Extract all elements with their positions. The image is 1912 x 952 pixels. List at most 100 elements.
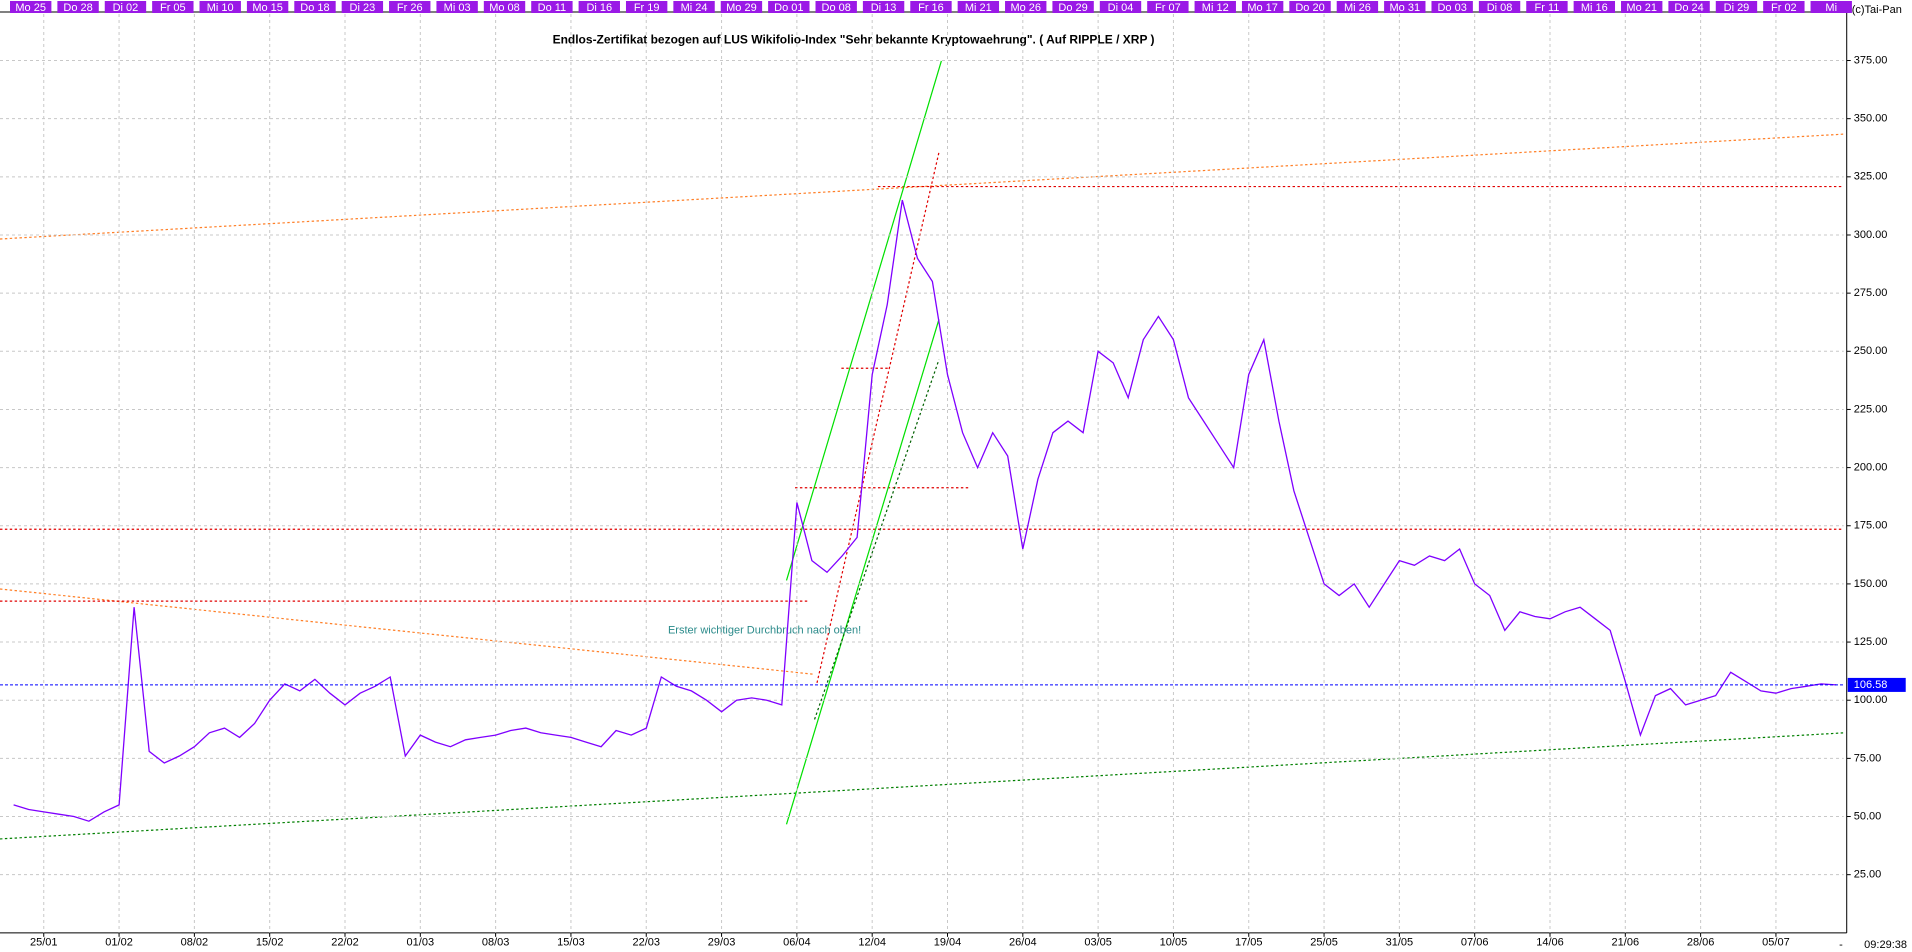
x-tick-label: 31/05 — [1386, 937, 1414, 949]
top-label-box — [1763, 1, 1805, 13]
x-tick-label: 07/06 — [1461, 937, 1489, 949]
top-label: Do 20 — [1295, 2, 1324, 14]
top-label-box — [1194, 1, 1236, 13]
y-tick-label: 150.00 — [1854, 578, 1888, 590]
y-tick-label: 225.00 — [1854, 403, 1888, 415]
top-label-box — [720, 1, 763, 13]
top-label: Fr 26 — [397, 2, 423, 14]
top-label: Do 03 — [1437, 2, 1466, 14]
top-label: Mi — [1825, 2, 1837, 14]
top-label: Mi 12 — [1202, 2, 1229, 14]
top-label-box — [1715, 1, 1758, 13]
y-tick-label: 350.00 — [1854, 113, 1888, 125]
x-tick-label: 26/04 — [1009, 937, 1037, 949]
top-label: Mo 15 — [252, 2, 283, 14]
top-label-box — [1573, 1, 1616, 13]
x-tick-label: 21/06 — [1612, 937, 1640, 949]
y-tick-label: 175.00 — [1854, 520, 1888, 532]
top-label-box — [199, 1, 241, 13]
top-label: Do 29 — [1058, 2, 1087, 14]
top-label: Do 28 — [63, 2, 92, 14]
trend-lines — [0, 60, 1844, 840]
y-tick-label: 50.00 — [1854, 810, 1882, 822]
price-line — [13, 199, 1837, 822]
top-label-box — [1810, 1, 1852, 13]
channel-line — [785, 60, 942, 581]
y-tick-label: 275.00 — [1854, 287, 1888, 299]
top-label-box — [578, 1, 620, 13]
top-label-box — [10, 1, 52, 13]
time-label: 09:29:38 — [1864, 939, 1907, 951]
top-label-box — [910, 1, 952, 13]
x-tick-label: 03/05 — [1084, 937, 1112, 949]
x-tick-label: 28/06 — [1687, 937, 1715, 949]
top-label: Di 02 — [113, 2, 139, 14]
top-label: Fr 19 — [634, 2, 660, 14]
y-tick-label: 325.00 — [1854, 171, 1888, 183]
top-label: Mi 10 — [207, 2, 234, 14]
top-label-box — [1384, 1, 1426, 13]
y-tick-label: 75.00 — [1854, 752, 1882, 764]
top-label: Mi 24 — [681, 2, 708, 14]
top-label-box — [483, 1, 526, 13]
top-label-box — [862, 1, 905, 13]
y-tick-label: 200.00 — [1854, 462, 1888, 474]
top-label-box — [436, 1, 478, 13]
top-label-box — [1526, 1, 1568, 13]
top-label: Do 11 — [538, 2, 567, 14]
top-label: Mo 17 — [1247, 2, 1278, 14]
last-value-box — [1847, 677, 1906, 692]
x-tick-label: 19/04 — [934, 937, 962, 949]
top-label: Mi 21 — [965, 2, 992, 14]
end-marker: - — [1839, 939, 1843, 951]
top-label: Do 01 — [774, 2, 803, 14]
top-label: Fr 02 — [1771, 2, 1797, 14]
x-tick-label: 06/04 — [783, 937, 811, 949]
top-label-box — [1668, 1, 1710, 13]
top-label: Mi 26 — [1344, 2, 1371, 14]
top-label-box — [294, 1, 336, 13]
top-label-box — [1052, 1, 1094, 13]
y-tick-label: 300.00 — [1854, 229, 1888, 241]
top-label-box — [625, 1, 668, 13]
top-label: Mo 31 — [1390, 2, 1421, 14]
top-label: Mo 29 — [726, 2, 757, 14]
y-tick-label: 100.00 — [1854, 694, 1888, 706]
top-label-box — [957, 1, 1000, 13]
x-tick-label: 15/03 — [557, 937, 585, 949]
y-tick-label: 25.00 — [1854, 869, 1882, 881]
annotation: Erster wichtiger Durchbruch nach oben! — [668, 624, 861, 636]
x-tick-label: 05/07 — [1762, 937, 1790, 949]
top-label: Di 04 — [1108, 2, 1134, 14]
x-tick-label: 01/03 — [407, 937, 435, 949]
top-label: Mo 08 — [489, 2, 520, 14]
copyright: (c)Tai-Pan — [1852, 4, 1902, 16]
top-label: Di 23 — [350, 2, 376, 14]
x-tick-label: 17/05 — [1235, 937, 1263, 949]
x-tick-label: 14/06 — [1536, 937, 1564, 949]
last-value-label: 106.58 — [1854, 679, 1888, 691]
x-tick-label: 01/02 — [105, 937, 133, 949]
top-label-box — [1099, 1, 1142, 13]
x-tick-label: 29/03 — [708, 937, 736, 949]
top-label-box — [341, 1, 384, 13]
top-label-box — [815, 1, 857, 13]
top-label: Do 24 — [1674, 2, 1703, 14]
x-tick-label: 25/01 — [30, 937, 58, 949]
x-tick-label: 25/05 — [1310, 937, 1338, 949]
top-label-box — [104, 1, 147, 13]
top-label: Do 08 — [822, 2, 851, 14]
x-tick-label: 22/02 — [331, 937, 359, 949]
top-label: Mo 26 — [1010, 2, 1041, 14]
x-tick-label: 10/05 — [1160, 937, 1188, 949]
x-tick-label: 08/03 — [482, 937, 510, 949]
top-label: Di 16 — [586, 2, 612, 14]
y-tick-label: 375.00 — [1854, 54, 1888, 66]
top-label-box — [1005, 1, 1047, 13]
top-label: Fr 07 — [1155, 2, 1181, 14]
x-tick-label: 08/02 — [181, 937, 209, 949]
top-label: Mo 21 — [1626, 2, 1657, 14]
top-label: Di 13 — [871, 2, 897, 14]
trend-line — [0, 732, 1844, 840]
